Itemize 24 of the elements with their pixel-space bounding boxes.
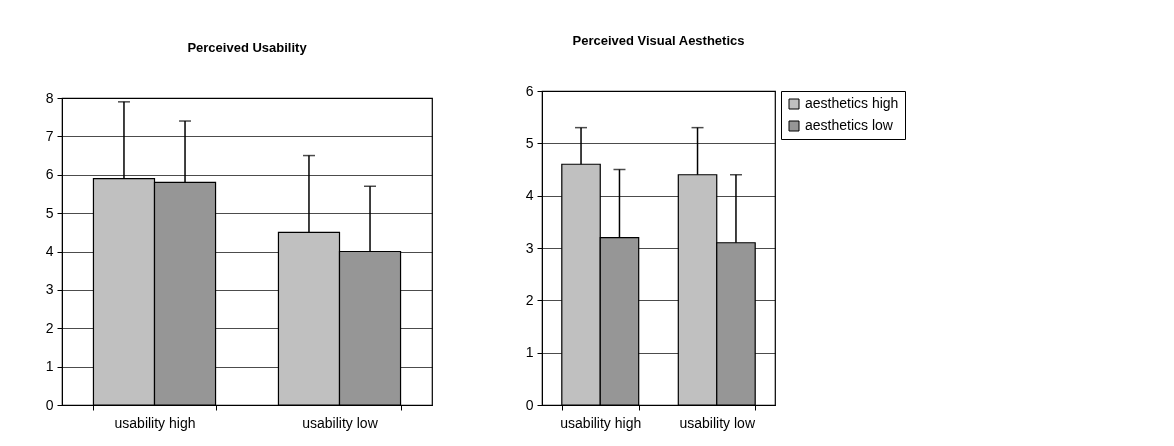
y-tick-label: 5: [45, 204, 54, 221]
y-tick-label: 0: [45, 396, 54, 413]
x-tick-label: usability low: [679, 414, 756, 431]
y-tick-label: 5: [525, 134, 534, 151]
x-tick-label: usability high: [114, 414, 196, 431]
y-tick-label: 2: [45, 319, 54, 336]
y-tick-label: 6: [525, 82, 534, 99]
y-tick-label: 8: [45, 89, 54, 106]
y-tick-label: 7: [45, 127, 54, 144]
legend-label: aesthetics high: [805, 95, 899, 111]
chart-title: Perceived Usability: [187, 40, 308, 55]
y-tick-label: 4: [525, 187, 534, 204]
y-tick-label: 6: [45, 166, 54, 183]
y-tick-label: 3: [45, 281, 54, 298]
y-tick-label: 2: [525, 291, 534, 308]
y-tick-label: 3: [525, 239, 534, 256]
y-tick-label: 1: [525, 344, 534, 361]
chart-title: Perceived Visual Aesthetics: [572, 33, 745, 48]
x-tick-label: usability high: [560, 414, 642, 431]
y-tick-label: 0: [525, 396, 534, 413]
legend-label: aesthetics low: [805, 117, 894, 133]
y-tick-label: 1: [45, 358, 54, 375]
x-tick-label: usability low: [302, 414, 379, 431]
y-tick-label: 4: [45, 243, 54, 259]
